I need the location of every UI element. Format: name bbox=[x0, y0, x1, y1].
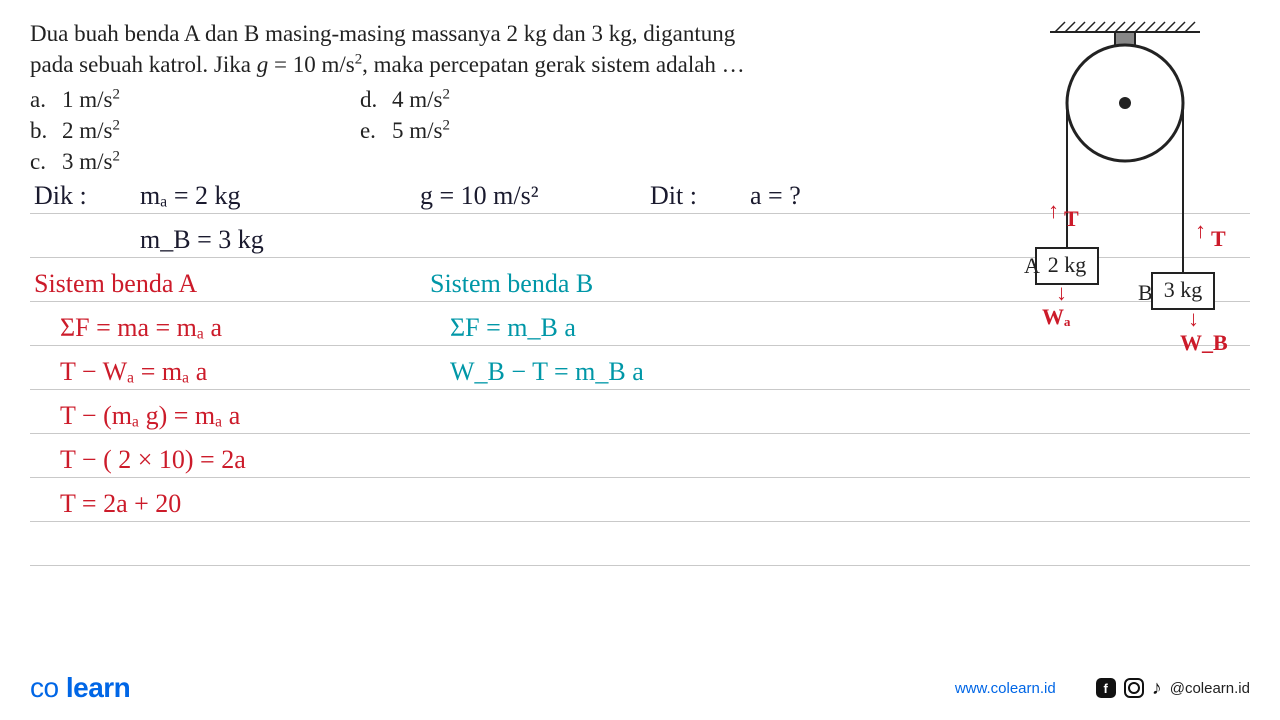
wb-t-eq: W_B − T = m_B a bbox=[450, 357, 644, 387]
tension-a-label: T bbox=[1064, 206, 1079, 232]
wb-arrow: ↓ bbox=[1188, 306, 1199, 332]
ma-value: mₐ = 2 kg bbox=[140, 181, 241, 211]
option-b: b.2 m/s2 bbox=[30, 115, 120, 146]
facebook-icon: f bbox=[1096, 678, 1116, 698]
social-handle: @colearn.id bbox=[1170, 680, 1250, 697]
mass-a-text: 2 kg bbox=[1048, 252, 1087, 277]
wa-arrow: ↓ bbox=[1056, 280, 1067, 306]
system-a-title: Sistem benda A bbox=[34, 269, 197, 299]
mass-a-label: A bbox=[1024, 253, 1040, 278]
dik-label: Dik : bbox=[34, 181, 87, 211]
t-wa-eq: T − Wₐ = mₐ a bbox=[60, 357, 207, 387]
option-d: d.4 m/s2 bbox=[360, 84, 450, 115]
options: a.1 m/s2 b.2 m/s2 c.3 m/s2 d.4 m/s2 e.5 … bbox=[30, 84, 970, 177]
website-url: www.colearn.id bbox=[955, 680, 1056, 697]
mb-value: m_B = 3 kg bbox=[140, 225, 264, 255]
dit-label: Dit : bbox=[650, 181, 697, 211]
colearn-logo: co learn bbox=[30, 672, 130, 704]
t-result: T = 2a + 20 bbox=[60, 489, 181, 519]
footer: co learn www.colearn.id f ♪ @colearn.id bbox=[30, 672, 1250, 704]
sigma-f-a: ΣF = ma = mₐ a bbox=[60, 313, 222, 343]
wa-label: Wₐ bbox=[1042, 304, 1070, 330]
instagram-icon bbox=[1124, 678, 1144, 698]
a-question: a = ? bbox=[750, 181, 801, 211]
pulley-diagram: 2 kg A 3 kg B ↑ T ↑ T ↓ Wₐ ↓ W_B bbox=[970, 18, 1250, 358]
tension-b-label: T bbox=[1211, 226, 1226, 252]
social-block: f ♪ @colearn.id bbox=[1096, 677, 1250, 700]
question-line2: pada sebuah katrol. Jika g = 10 m/s2, ma… bbox=[30, 49, 970, 80]
t-mag-eq: T − (mₐ g) = mₐ a bbox=[60, 401, 240, 431]
tension-a-arrow: ↑ bbox=[1048, 198, 1059, 224]
mass-b-label: B bbox=[1138, 280, 1153, 305]
tiktok-icon: ♪ bbox=[1152, 677, 1162, 700]
sigma-f-b: ΣF = m_B a bbox=[450, 313, 576, 343]
system-b-title: Sistem benda B bbox=[430, 269, 593, 299]
mass-b-text: 3 kg bbox=[1164, 277, 1203, 302]
tension-b-arrow: ↑ bbox=[1195, 218, 1206, 244]
question-text: Dua buah benda A dan B masing-masing mas… bbox=[30, 18, 970, 177]
option-a: a.1 m/s2 bbox=[30, 84, 120, 115]
t-numeric-eq: T − ( 2 × 10) = 2a bbox=[60, 445, 246, 475]
question-line1: Dua buah benda A dan B masing-masing mas… bbox=[30, 18, 970, 49]
wb-label: W_B bbox=[1180, 330, 1228, 356]
g-value: g = 10 m/s² bbox=[420, 181, 539, 211]
option-e: e.5 m/s2 bbox=[360, 115, 450, 146]
